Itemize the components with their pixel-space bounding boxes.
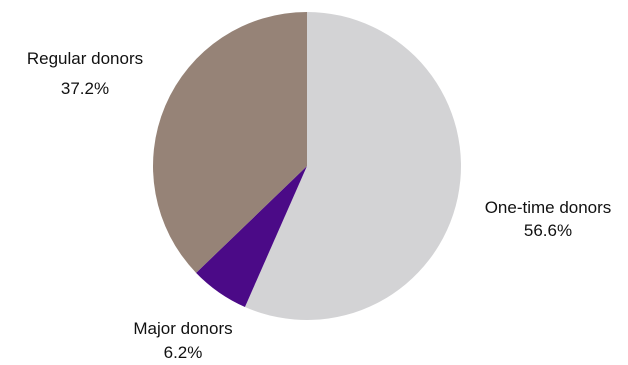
- slice-value-label: 56.6%: [524, 221, 572, 240]
- pie-slice: [196, 166, 307, 307]
- slice-name-label: One-time donors: [485, 198, 612, 217]
- pie-slice: [244, 12, 461, 320]
- pie-slice: [153, 12, 307, 273]
- slice-value-label: 37.2%: [61, 79, 109, 98]
- pie-slices: [153, 12, 461, 320]
- slice-name-label: Regular donors: [27, 49, 143, 68]
- slice-name-label: Major donors: [133, 319, 232, 338]
- slice-value-label: 6.2%: [164, 343, 203, 362]
